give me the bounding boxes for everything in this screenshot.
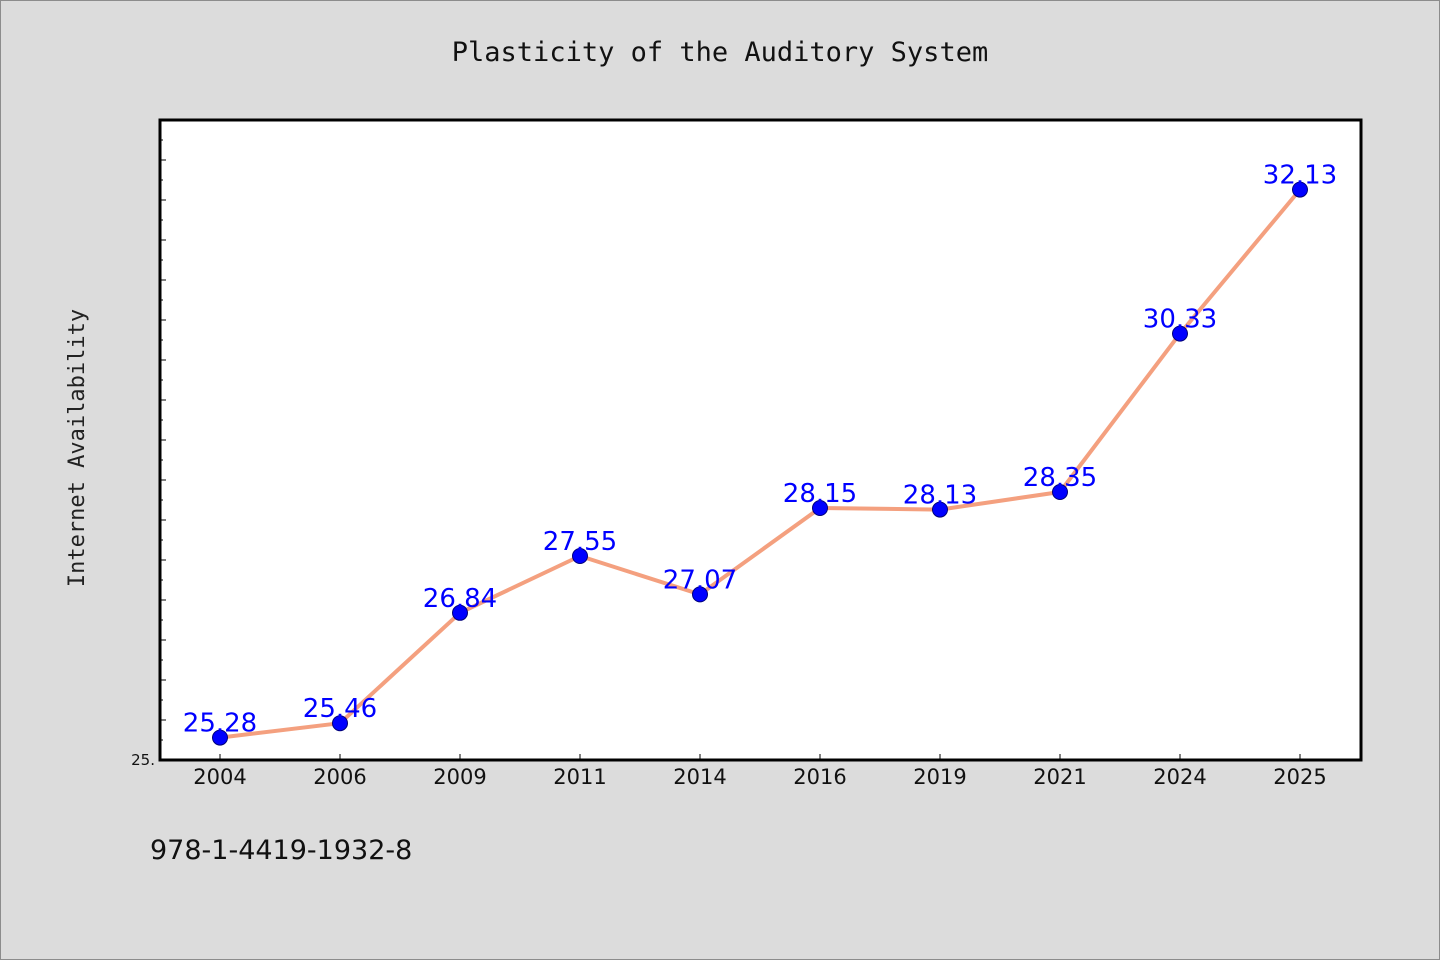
data-label: 25.28 [183,709,257,739]
x-tick-label: 2014 [673,765,726,789]
plot-border [158,118,1363,762]
data-label: 26.84 [423,584,497,614]
data-label: 27.55 [543,527,617,557]
data-label: 30.33 [1143,305,1217,335]
y-axis-min-label: 25. [131,751,155,769]
data-point [1292,181,1308,198]
x-tick-label: 2019 [913,765,966,789]
data-label: 28.35 [1023,463,1097,493]
y-axis-label: Internet Availability [65,309,90,587]
data-label: 27.07 [663,565,737,595]
x-axis-tick-labels: 2004 2006 2009 2011 2014 2016 2019 2021 2024 2025 [193,765,1326,789]
data-label: 28.13 [903,481,977,511]
x-tick-label: 2009 [433,765,486,789]
data-label: 28.15 [783,479,857,509]
x-tick-label: 2016 [793,765,846,789]
x-tick-label: 2024 [1153,765,1206,789]
data-point [332,715,348,732]
series-markers [212,181,1308,746]
plot-area [160,120,1361,760]
isbn-text: 978-1-4419-1932-8 [150,835,413,866]
x-tick-label: 2011 [553,765,606,789]
x-tick-label: 2021 [1033,765,1086,789]
data-point [1172,325,1188,342]
data-point [812,500,828,516]
data-labels: 25.28 25.46 26.84 27.55 27.07 28.15 28.13 28.35… [183,161,1337,739]
chart-title: Plasticity of the Auditory System [452,37,988,68]
data-label: 25.46 [303,694,377,724]
x-tick-label: 2004 [193,765,246,789]
data-point [572,548,588,564]
series-line [219,188,1302,740]
data-point [212,729,228,746]
data-point [692,586,708,603]
x-tick-label: 2006 [313,765,366,789]
data-point [452,604,468,621]
x-tick-label: 2025 [1273,765,1326,789]
data-point [1052,484,1068,500]
data-label: 32.13 [1263,161,1337,191]
data-point [932,501,948,518]
